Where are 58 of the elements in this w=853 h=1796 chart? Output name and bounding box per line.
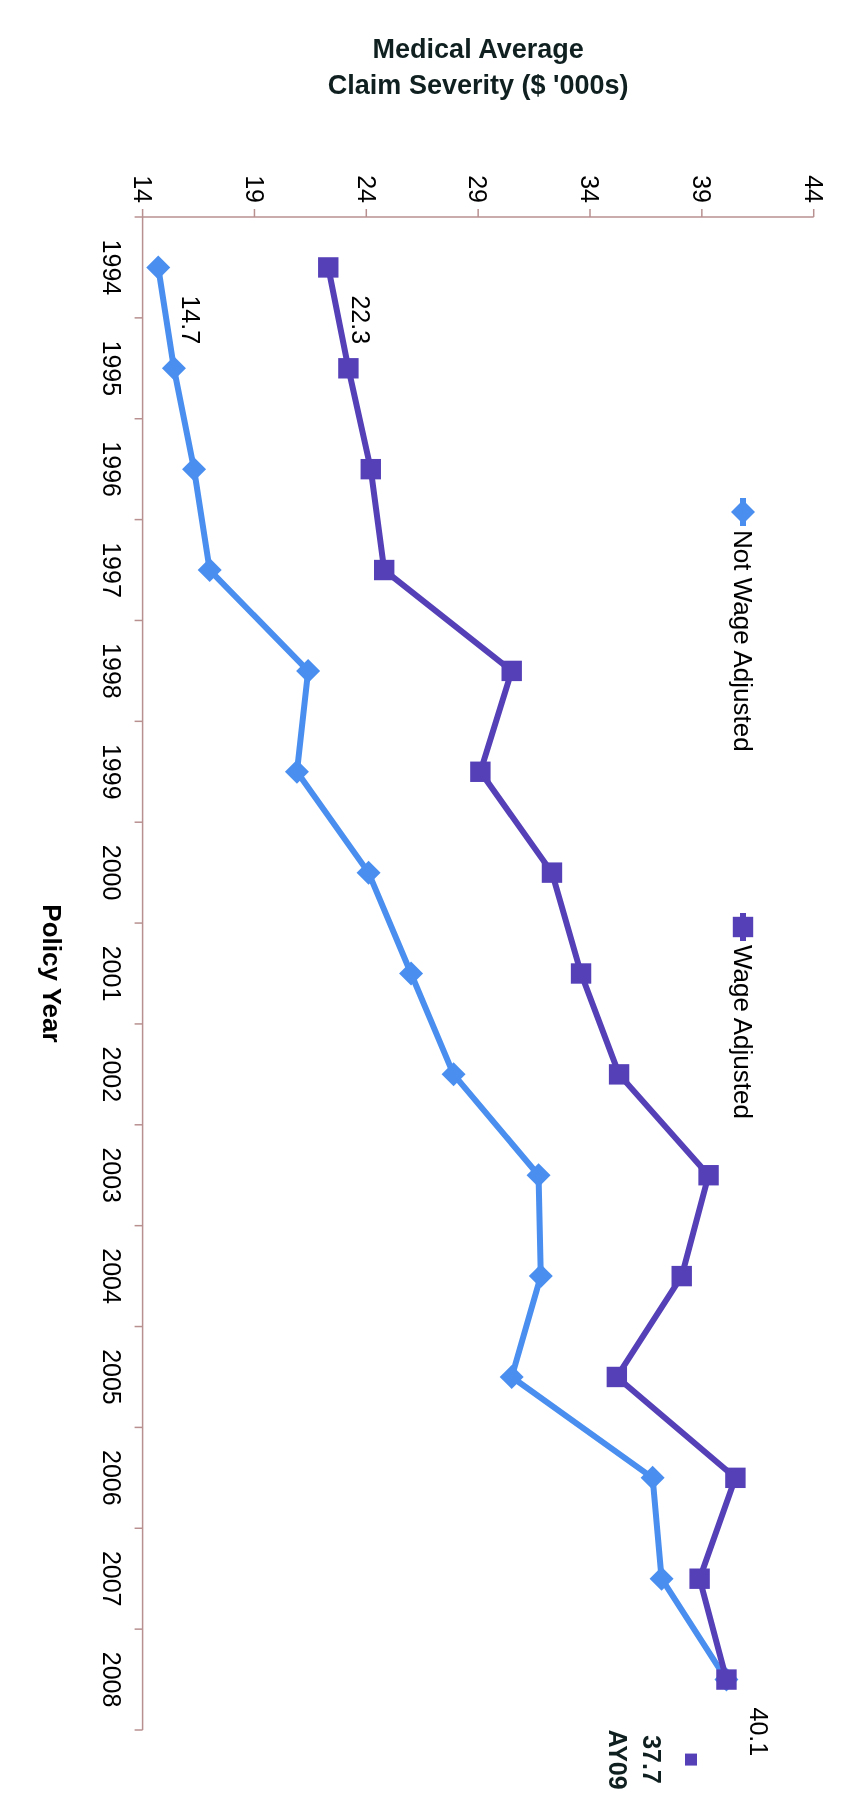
point bbox=[399, 961, 424, 986]
point bbox=[161, 356, 186, 381]
y-tick-label: 1994 bbox=[97, 239, 126, 296]
y-tick-label: 1995 bbox=[97, 340, 126, 397]
point bbox=[640, 1465, 665, 1490]
legend-label: Not Wage Adjusted bbox=[727, 530, 758, 752]
point bbox=[441, 1062, 466, 1087]
x-tick-label: 34 bbox=[576, 175, 605, 204]
x-tick-label: 44 bbox=[799, 175, 828, 204]
point bbox=[374, 559, 395, 581]
y-tick-label: 2008 bbox=[97, 1651, 126, 1708]
point bbox=[182, 457, 207, 482]
point bbox=[649, 1566, 674, 1591]
y-tick-label: 2002 bbox=[97, 1046, 126, 1103]
y-tick-label: 2006 bbox=[97, 1450, 126, 1506]
point bbox=[608, 1064, 630, 1085]
data-label: 40.1 bbox=[745, 1707, 774, 1757]
point bbox=[360, 458, 381, 480]
x-tick-label: 39 bbox=[688, 175, 717, 203]
x-tick-label: 29 bbox=[464, 175, 493, 203]
y-tick-label: 2001 bbox=[97, 945, 126, 1002]
point bbox=[146, 255, 171, 280]
y-axis-title: Policy Year bbox=[36, 904, 67, 1043]
point bbox=[606, 1366, 628, 1388]
point bbox=[284, 759, 309, 784]
y-tick-label: 2003 bbox=[97, 1147, 126, 1204]
point bbox=[528, 1264, 553, 1289]
x-tick-label: 19 bbox=[240, 175, 269, 203]
point bbox=[499, 1364, 524, 1389]
point bbox=[470, 761, 491, 782]
point bbox=[197, 558, 222, 583]
data-label: 14.7 bbox=[177, 295, 206, 345]
y-tick-label: 1997 bbox=[97, 542, 126, 598]
point bbox=[338, 358, 359, 379]
x-tick-label: 14 bbox=[128, 175, 157, 204]
data-label: 22.3 bbox=[347, 295, 376, 345]
legend-label: Wage Adjusted bbox=[727, 945, 758, 1119]
y-tick-label: 2000 bbox=[97, 844, 126, 901]
y-tick-label: 1999 bbox=[97, 743, 126, 800]
point bbox=[296, 658, 321, 683]
point bbox=[318, 257, 339, 278]
point bbox=[689, 1568, 710, 1589]
x-tick-label: 24 bbox=[352, 175, 381, 204]
point bbox=[725, 1467, 746, 1489]
point bbox=[356, 860, 381, 885]
point bbox=[501, 660, 522, 682]
point bbox=[541, 862, 563, 883]
point bbox=[570, 963, 592, 984]
y-tick-label: 2004 bbox=[97, 1248, 126, 1304]
y-tick-label: 1998 bbox=[97, 643, 126, 699]
point bbox=[526, 1163, 551, 1188]
y-tick-label: 2007 bbox=[97, 1550, 126, 1607]
y-tick-label: 2005 bbox=[97, 1349, 126, 1405]
y-tick-label: 1996 bbox=[97, 441, 126, 497]
annotation: 37.7 AY09 bbox=[604, 1729, 666, 1790]
point bbox=[698, 1165, 719, 1186]
point bbox=[671, 1265, 692, 1287]
x-axis-title: Medical Average Claim Severity ($ '000s) bbox=[327, 34, 629, 100]
